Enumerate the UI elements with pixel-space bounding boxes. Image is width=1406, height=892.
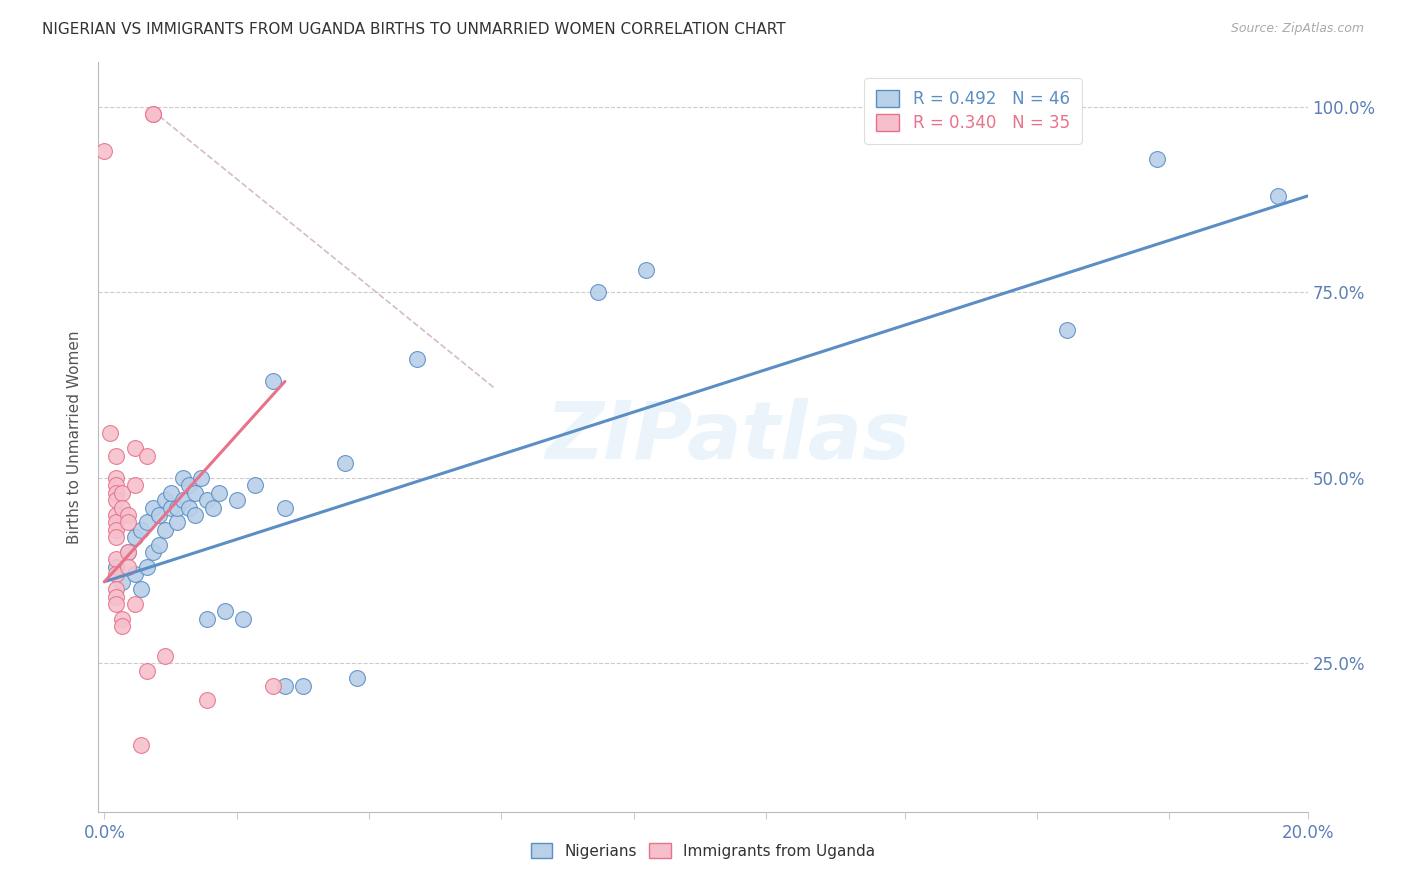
Point — [117, 516, 139, 530]
Point — [262, 375, 284, 389]
Point — [291, 679, 314, 693]
Point — [135, 664, 157, 678]
Point — [135, 560, 157, 574]
Legend: Nigerians, Immigrants from Uganda: Nigerians, Immigrants from Uganda — [522, 833, 884, 868]
Point — [105, 485, 128, 500]
Point — [105, 478, 128, 492]
Point — [225, 493, 247, 508]
Point — [232, 612, 254, 626]
Point — [111, 619, 134, 633]
Point — [208, 485, 231, 500]
Point — [166, 516, 188, 530]
Point — [124, 597, 146, 611]
Point — [105, 560, 128, 574]
Point — [105, 552, 128, 566]
Point — [142, 545, 165, 559]
Point — [148, 508, 170, 522]
Point — [586, 285, 609, 300]
Point — [172, 493, 194, 508]
Point — [100, 426, 122, 441]
Point — [274, 500, 297, 515]
Point — [159, 485, 181, 500]
Point — [105, 508, 128, 522]
Point — [93, 145, 115, 159]
Point — [183, 508, 205, 522]
Point — [142, 107, 165, 121]
Point — [117, 508, 139, 522]
Point — [111, 612, 134, 626]
Point — [124, 567, 146, 582]
Point — [201, 500, 224, 515]
Point — [634, 263, 657, 277]
Point — [105, 597, 128, 611]
Point — [129, 523, 152, 537]
Point — [1056, 322, 1078, 336]
Point — [177, 478, 200, 492]
Point — [153, 648, 176, 663]
Point — [1267, 189, 1289, 203]
Text: NIGERIAN VS IMMIGRANTS FROM UGANDA BIRTHS TO UNMARRIED WOMEN CORRELATION CHART: NIGERIAN VS IMMIGRANTS FROM UGANDA BIRTH… — [42, 22, 786, 37]
Point — [195, 693, 218, 707]
Point — [117, 545, 139, 559]
Point — [177, 500, 200, 515]
Point — [105, 530, 128, 544]
Point — [129, 582, 152, 596]
Point — [148, 538, 170, 552]
Point — [105, 523, 128, 537]
Point — [274, 679, 297, 693]
Point — [243, 478, 266, 492]
Point — [183, 485, 205, 500]
Point — [214, 604, 236, 618]
Point — [105, 590, 128, 604]
Point — [105, 516, 128, 530]
Point — [262, 679, 284, 693]
Point — [129, 738, 152, 752]
Point — [105, 567, 128, 582]
Point — [135, 449, 157, 463]
Point — [124, 478, 146, 492]
Point — [105, 493, 128, 508]
Point — [190, 471, 212, 485]
Point — [346, 671, 368, 685]
Point — [406, 352, 429, 367]
Point — [195, 612, 218, 626]
Point — [333, 456, 356, 470]
Point — [142, 500, 165, 515]
Text: ZIPatlas: ZIPatlas — [544, 398, 910, 476]
Point — [124, 441, 146, 455]
Point — [111, 500, 134, 515]
Point — [124, 530, 146, 544]
Point — [195, 493, 218, 508]
Point — [1146, 152, 1168, 166]
Y-axis label: Births to Unmarried Women: Births to Unmarried Women — [67, 330, 83, 544]
Text: Source: ZipAtlas.com: Source: ZipAtlas.com — [1230, 22, 1364, 36]
Point — [105, 449, 128, 463]
Point — [166, 500, 188, 515]
Point — [105, 582, 128, 596]
Point — [111, 574, 134, 589]
Point — [153, 523, 176, 537]
Point — [117, 560, 139, 574]
Point — [172, 471, 194, 485]
Point — [111, 485, 134, 500]
Point — [142, 107, 165, 121]
Point — [135, 516, 157, 530]
Point — [159, 500, 181, 515]
Point — [117, 545, 139, 559]
Point — [153, 493, 176, 508]
Point — [105, 471, 128, 485]
